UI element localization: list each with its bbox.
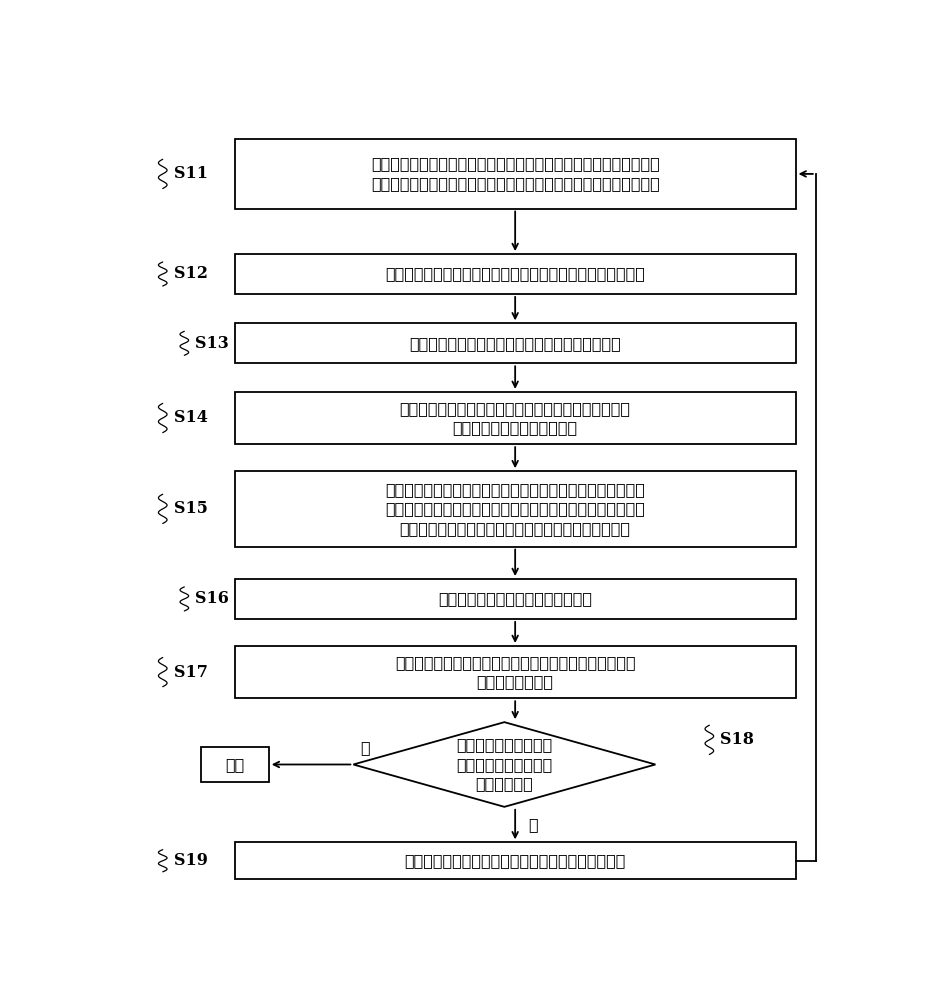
Text: 对所述约束整体模型进行有限元求解，以得到每个所述金
属骨架的受力状态: 对所述约束整体模型进行有限元求解，以得到每个所述金 属骨架的受力状态 xyxy=(394,654,635,690)
Bar xyxy=(235,471,794,547)
Bar xyxy=(235,646,794,698)
Text: 是: 是 xyxy=(361,739,370,756)
Text: S15: S15 xyxy=(173,500,208,517)
Text: 分别采用一刚性连接单元将所述质心点与每个所述悬置
单元连接，以得到一整体模型: 分别采用一刚性连接单元将所述质心点与每个所述悬置 单元连接，以得到一整体模型 xyxy=(400,400,630,436)
Text: S14: S14 xyxy=(173,409,208,426)
Text: 优化不满足所述设计要求的所述金属骨架的设计参数: 优化不满足所述设计要求的所述金属骨架的设计参数 xyxy=(404,852,625,869)
Text: 结束: 结束 xyxy=(225,756,244,773)
Bar xyxy=(235,392,794,444)
Bar xyxy=(235,323,794,363)
Bar xyxy=(235,842,794,879)
Text: 设置有限元求解中的收敛性控制参数: 设置有限元求解中的收敛性控制参数 xyxy=(438,590,591,607)
Bar xyxy=(235,579,794,619)
Text: 分析每个所述金属骨架
的受力状态是否满足对
应的设计要求: 分析每个所述金属骨架 的受力状态是否满足对 应的设计要求 xyxy=(456,736,552,793)
Text: S12: S12 xyxy=(173,265,208,282)
Polygon shape xyxy=(353,722,654,807)
Text: 否: 否 xyxy=(527,816,537,833)
Text: S11: S11 xyxy=(173,165,208,182)
Text: S18: S18 xyxy=(719,731,754,748)
Text: 建立所有所述悬置单元的网格模型及相互之间的安装位置关系: 建立所有所述悬置单元的网格模型及相互之间的安装位置关系 xyxy=(385,265,644,282)
Text: 获取所述动力总成的质心坐标值及质量，将所述动力总成简化为所述
质心坐标值对应的质心点，将所述动力总成的质量赋在所述质心点上: 获取所述动力总成的质心坐标值及质量，将所述动力总成简化为所述 质心坐标值对应的质… xyxy=(371,156,659,192)
Bar xyxy=(235,254,794,294)
Text: S17: S17 xyxy=(173,664,208,681)
Text: S19: S19 xyxy=(173,852,208,869)
Bar xyxy=(235,139,794,209)
Text: S13: S13 xyxy=(195,335,229,352)
Text: S16: S16 xyxy=(195,590,229,607)
Text: 分别对每个所述金属骨架及所述橡胶设置材料属性: 分别对每个所述金属骨架及所述橡胶设置材料属性 xyxy=(409,335,620,352)
Text: 对所述动力总成设置载荷，分别对每个所述悬置单元的主动端
和被动端设置接触关系，并根据设计安装状态，分别对每个所
述悬置单元设置安装约束条件，以得到一约束整体模型: 对所述动力总成设置载荷，分别对每个所述悬置单元的主动端 和被动端设置接触关系，并… xyxy=(385,481,644,537)
Bar xyxy=(200,747,269,782)
